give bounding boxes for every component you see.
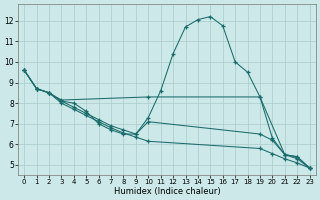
X-axis label: Humidex (Indice chaleur): Humidex (Indice chaleur) xyxy=(114,187,220,196)
